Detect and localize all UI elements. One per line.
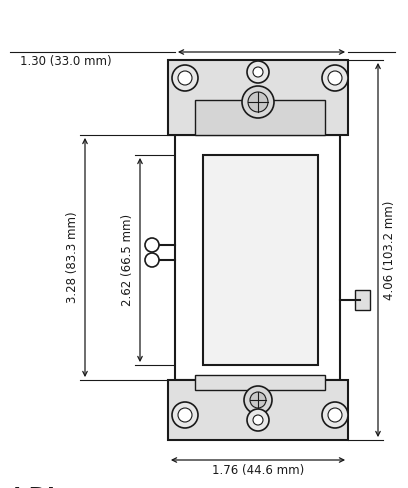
Text: Dimensional Diagram: Dimensional Diagram — [0, 487, 135, 488]
Ellipse shape — [244, 386, 272, 414]
Ellipse shape — [253, 67, 263, 77]
Ellipse shape — [178, 71, 192, 85]
Bar — [203, 155, 318, 365]
Text: 3.28 (83.3 mm): 3.28 (83.3 mm) — [66, 212, 79, 304]
Ellipse shape — [242, 86, 274, 118]
Ellipse shape — [328, 408, 342, 422]
Ellipse shape — [248, 92, 268, 112]
Bar — [168, 60, 348, 135]
Ellipse shape — [253, 415, 263, 425]
Bar — [195, 100, 325, 135]
Ellipse shape — [145, 253, 159, 267]
Text: 1.30 (33.0 mm): 1.30 (33.0 mm) — [20, 55, 112, 68]
Ellipse shape — [322, 65, 348, 91]
Ellipse shape — [247, 409, 269, 431]
Text: 4.06 (103.2 mm): 4.06 (103.2 mm) — [383, 200, 396, 300]
Text: 1.76 (44.6 mm): 1.76 (44.6 mm) — [212, 464, 304, 477]
Ellipse shape — [172, 65, 198, 91]
Ellipse shape — [172, 402, 198, 428]
Bar — [175, 135, 340, 380]
Ellipse shape — [247, 61, 269, 83]
Text: 2.62 (66.5 mm): 2.62 (66.5 mm) — [121, 214, 134, 306]
Ellipse shape — [322, 402, 348, 428]
Bar — [355, 290, 370, 310]
Ellipse shape — [250, 392, 266, 408]
Bar — [168, 380, 348, 440]
Ellipse shape — [178, 408, 192, 422]
Bar — [195, 375, 325, 390]
Ellipse shape — [328, 71, 342, 85]
Ellipse shape — [145, 238, 159, 252]
